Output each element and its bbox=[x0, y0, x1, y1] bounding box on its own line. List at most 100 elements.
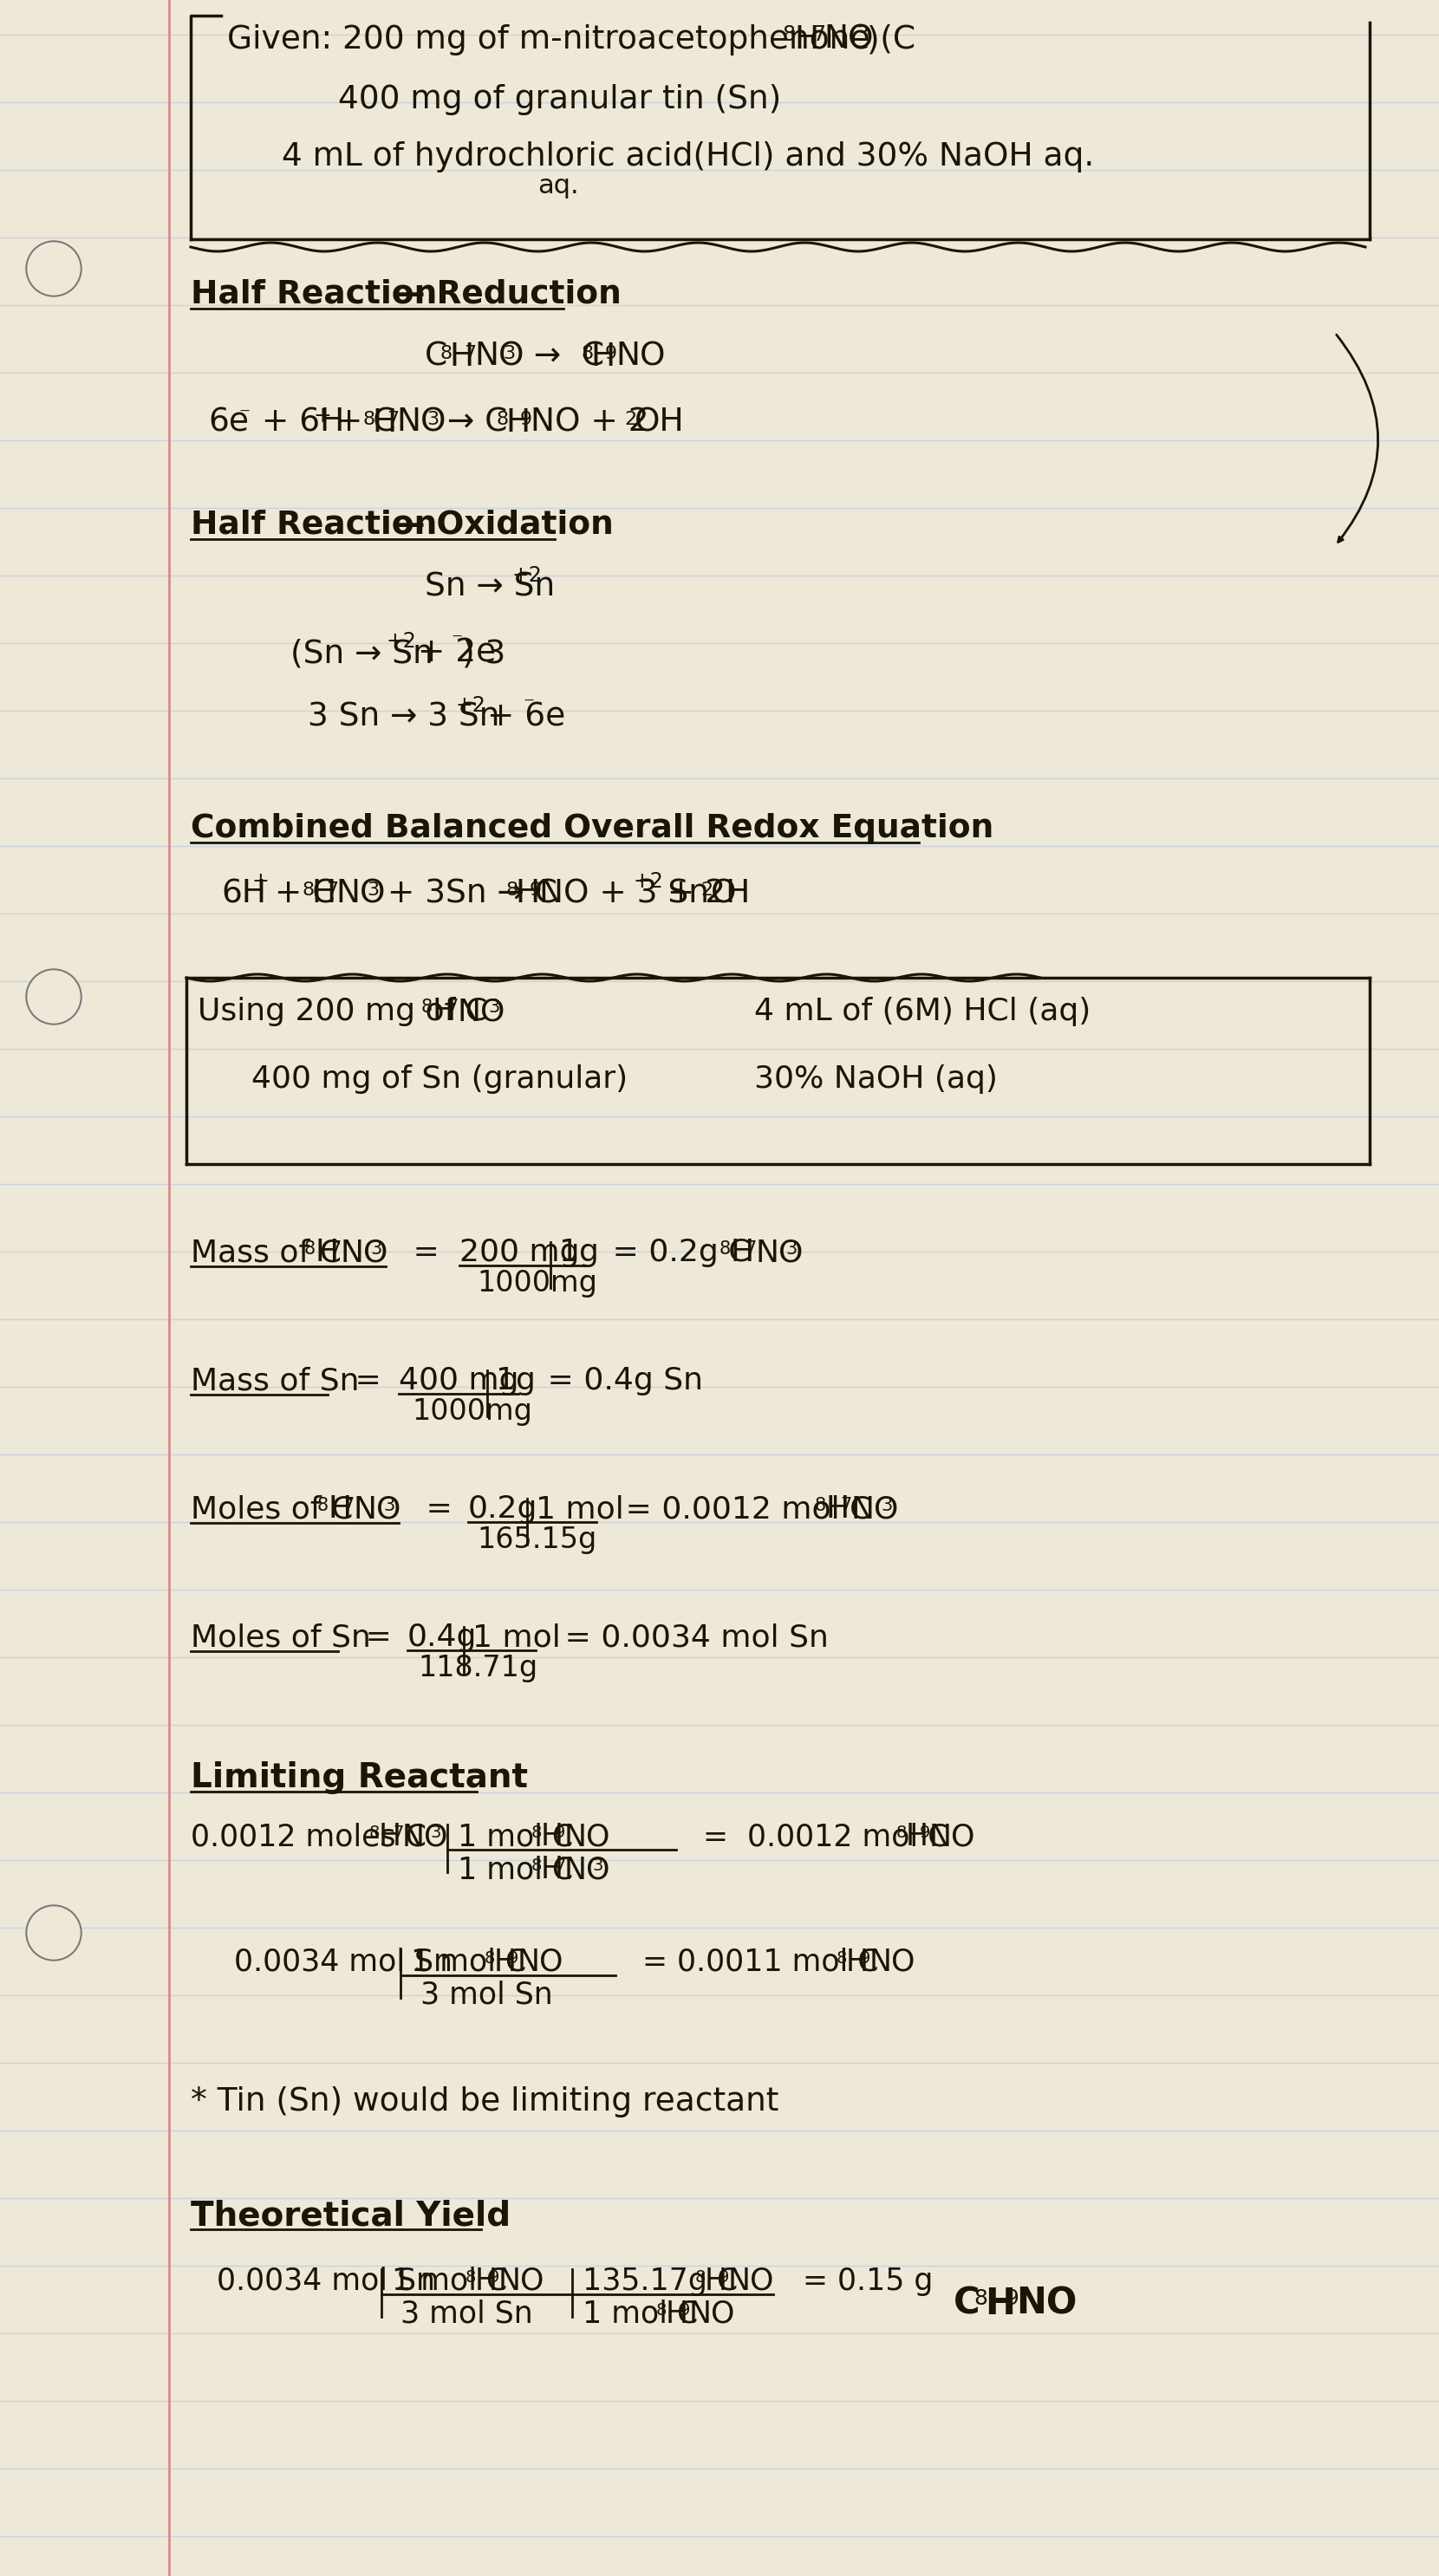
Text: Half Reaction: Half Reaction bbox=[191, 278, 437, 309]
Text: 8: 8 bbox=[505, 881, 518, 899]
Text: C: C bbox=[425, 343, 448, 374]
Text: 1 mol C: 1 mol C bbox=[458, 1821, 573, 1852]
Text: 8: 8 bbox=[656, 2303, 666, 2318]
Text: 0.0012 moles C: 0.0012 moles C bbox=[191, 1821, 426, 1852]
Text: (Sn → Sn: (Sn → Sn bbox=[291, 639, 433, 670]
Text: 1 mol C: 1 mol C bbox=[412, 1947, 527, 1976]
Text: NO + 2 H: NO + 2 H bbox=[531, 407, 684, 438]
Text: +2: +2 bbox=[511, 564, 541, 585]
Text: 8: 8 bbox=[439, 345, 452, 363]
Text: ): ) bbox=[866, 23, 879, 57]
Circle shape bbox=[27, 971, 79, 1023]
Text: 3: 3 bbox=[430, 1824, 440, 1842]
Text: 9: 9 bbox=[679, 2303, 691, 2318]
Text: = 0.0011 mol C: = 0.0011 mol C bbox=[633, 1947, 879, 1976]
Text: 4 mL of (6M) HCl (aq): 4 mL of (6M) HCl (aq) bbox=[754, 997, 1091, 1025]
Text: H: H bbox=[794, 23, 819, 57]
Text: 1000mg: 1000mg bbox=[412, 1396, 532, 1425]
Text: 400 mg of granular tin (Sn): 400 mg of granular tin (Sn) bbox=[338, 85, 781, 116]
Text: H: H bbox=[541, 1855, 564, 1883]
Text: 7: 7 bbox=[812, 23, 825, 44]
Text: 8: 8 bbox=[896, 1824, 907, 1842]
Text: 0.0034 mol Sn: 0.0034 mol Sn bbox=[217, 2267, 435, 2295]
Text: NO: NO bbox=[1016, 2285, 1076, 2321]
Text: H: H bbox=[666, 2300, 688, 2329]
Text: = 0.0034 mol Sn: = 0.0034 mol Sn bbox=[555, 1623, 829, 1651]
Text: ⁻: ⁻ bbox=[522, 696, 534, 716]
Text: Mass of Sn: Mass of Sn bbox=[191, 1365, 360, 1396]
Text: 8: 8 bbox=[531, 1857, 543, 1873]
Text: =: = bbox=[355, 1623, 401, 1651]
Text: NO: NO bbox=[475, 343, 524, 374]
Text: NO: NO bbox=[340, 1236, 389, 1267]
Text: 3: 3 bbox=[856, 23, 869, 44]
Text: ⁻: ⁻ bbox=[239, 404, 250, 428]
Text: 7: 7 bbox=[330, 1239, 341, 1257]
Text: + 3Sn → C: + 3Sn → C bbox=[377, 878, 557, 909]
Text: H: H bbox=[475, 2267, 498, 2295]
Text: H: H bbox=[907, 1821, 928, 1852]
Text: ⁻: ⁻ bbox=[450, 631, 462, 652]
Text: NO: NO bbox=[564, 1821, 610, 1852]
Text: 3: 3 bbox=[881, 1497, 892, 1515]
Text: 9: 9 bbox=[489, 2269, 499, 2285]
Text: H: H bbox=[505, 407, 530, 438]
Text: H: H bbox=[371, 407, 396, 438]
Text: = 0.2g C: = 0.2g C bbox=[603, 1236, 750, 1267]
Text: H: H bbox=[825, 1494, 849, 1525]
Text: =: = bbox=[345, 1365, 391, 1396]
Text: 9: 9 bbox=[604, 345, 617, 363]
Text: NO: NO bbox=[869, 1947, 915, 1976]
Text: 9: 9 bbox=[530, 881, 543, 899]
Text: 3: 3 bbox=[370, 1239, 381, 1257]
Text: 200 mg: 200 mg bbox=[459, 1236, 580, 1267]
Text: 3: 3 bbox=[367, 881, 378, 899]
Text: H: H bbox=[730, 1236, 754, 1267]
Text: Sn → Sn: Sn → Sn bbox=[425, 572, 555, 603]
Text: H: H bbox=[494, 1947, 517, 1976]
Text: 3: 3 bbox=[502, 345, 515, 363]
Text: NO + 3 Sn: NO + 3 Sn bbox=[540, 878, 709, 909]
Text: 165.15g: 165.15g bbox=[476, 1525, 597, 1553]
Circle shape bbox=[27, 242, 79, 294]
Text: 9: 9 bbox=[555, 1824, 566, 1842]
Text: 8: 8 bbox=[974, 2287, 987, 2308]
Text: NO: NO bbox=[403, 1821, 449, 1852]
Text: 4 mL of hydrochloric acid(HCl) and 30% NaOH aq.: 4 mL of hydrochloric acid(HCl) and 30% N… bbox=[282, 142, 1094, 173]
Text: =: = bbox=[403, 1236, 449, 1267]
Text: 8: 8 bbox=[836, 1950, 848, 1965]
Text: 7: 7 bbox=[463, 345, 476, 363]
Text: H: H bbox=[311, 878, 335, 909]
Text: 8: 8 bbox=[695, 2269, 707, 2285]
Circle shape bbox=[27, 1906, 79, 1958]
Text: NO: NO bbox=[616, 343, 665, 374]
Text: 1 mol C: 1 mol C bbox=[458, 1855, 573, 1883]
Circle shape bbox=[26, 1906, 82, 1960]
Text: 8: 8 bbox=[496, 410, 508, 428]
Text: NO: NO bbox=[353, 1494, 401, 1525]
Text: + C: + C bbox=[325, 407, 396, 438]
Text: 9: 9 bbox=[1004, 2287, 1019, 2308]
Text: NO: NO bbox=[850, 1494, 898, 1525]
Text: Half Reaction: Half Reaction bbox=[191, 510, 437, 541]
Text: 7: 7 bbox=[342, 1497, 354, 1515]
Text: O: O bbox=[635, 407, 661, 438]
Text: + 6e: + 6e bbox=[476, 703, 566, 734]
Text: H: H bbox=[705, 2267, 727, 2295]
Text: H: H bbox=[984, 2285, 1014, 2321]
Text: = 0.0012 mol C: = 0.0012 mol C bbox=[616, 1494, 872, 1525]
Text: 400 mg: 400 mg bbox=[399, 1365, 519, 1396]
Text: 6H: 6H bbox=[222, 878, 266, 909]
Text: NO: NO bbox=[823, 23, 873, 57]
Text: 8: 8 bbox=[422, 999, 433, 1015]
Text: 1000mg: 1000mg bbox=[476, 1270, 597, 1298]
Text: 1 mol: 1 mol bbox=[535, 1494, 625, 1525]
Text: H: H bbox=[590, 343, 614, 374]
Text: 7: 7 bbox=[744, 1239, 755, 1257]
Text: + C: + C bbox=[265, 878, 335, 909]
Text: 8: 8 bbox=[581, 345, 593, 363]
Text: 30% NaOH (aq): 30% NaOH (aq) bbox=[754, 1064, 997, 1095]
Text: NO: NO bbox=[335, 878, 386, 909]
Text: = 0.4g Sn: = 0.4g Sn bbox=[537, 1365, 704, 1396]
Text: H: H bbox=[515, 878, 540, 909]
